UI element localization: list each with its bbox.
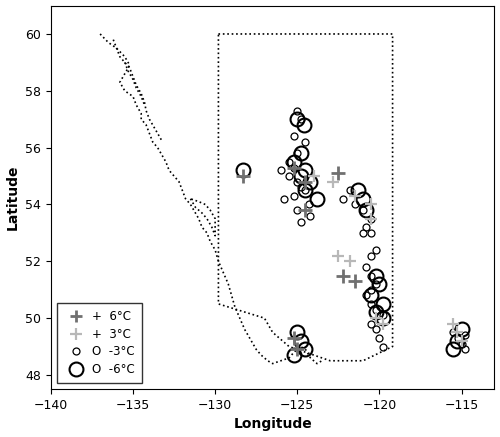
X-axis label: Longitude: Longitude [234, 417, 312, 431]
Legend: +  6°C, +  3°C, O  -3°C, O  -6°C: + 6°C, + 3°C, O -3°C, O -6°C [56, 303, 142, 383]
Y-axis label: Latitude: Latitude [6, 165, 20, 230]
